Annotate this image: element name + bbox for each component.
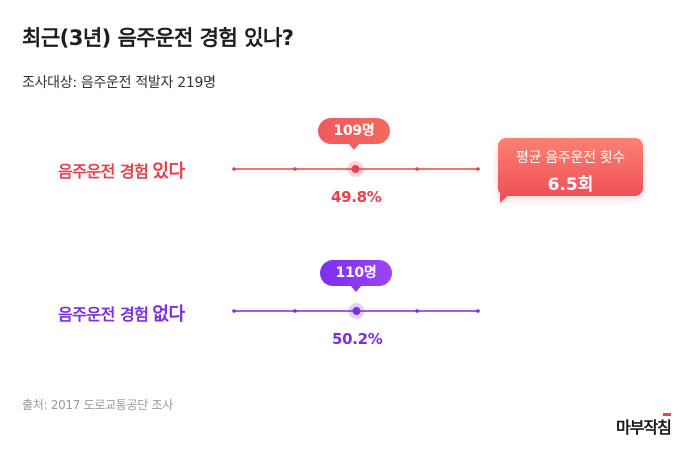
track-tick-0-1 [293,167,297,171]
average-value: 6.5회 [547,175,594,195]
count-bubble-no: 110명 [320,260,392,292]
track-tick-0-3 [415,167,419,171]
chart-subtitle: 조사대상: 음주운전 적발자 219명 [22,75,216,91]
track-tick-1-0 [232,309,236,313]
count-bubble-yes: 109명 [318,118,390,150]
percent-label-no: 50.2% [332,330,383,348]
data-point-0 [351,165,360,173]
data-point-1 [352,307,361,315]
row-label-no: 음주운전 경험 없다 [58,300,185,326]
average-callout: 평균 음주운전 횟수 6.5회 [498,138,643,203]
track-tick-1-4 [476,309,480,313]
chart-title: 최근(3년) 음주운전 경험 있나? [22,26,294,50]
source-note: 출처: 2017 도로교통공단 조사 [22,398,174,412]
track-tick-1-1 [293,309,297,313]
row-label-yes-prefix: 음주운전 경험 [58,162,149,181]
row-label-no-prefix: 음주운전 경험 [58,305,149,324]
percent-label-yes: 49.8% [331,188,382,206]
row-label-no-emphasis: 없다 [152,304,185,325]
average-label: 평균 음주운전 횟수 [516,150,625,166]
track-tick-0-0 [232,167,236,171]
row-label-yes-emphasis: 있다 [152,161,185,182]
row-label-yes: 음주운전 경험 있다 [58,157,185,183]
track-tick-0-4 [476,167,480,171]
brand-logo: 마부작침 [616,413,672,438]
track-tick-1-3 [415,309,419,313]
